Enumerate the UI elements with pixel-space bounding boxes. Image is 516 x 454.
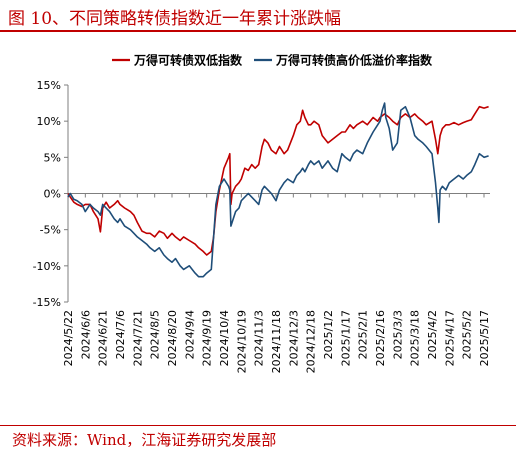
legend: 万得可转债双低指数 万得可转债高价低溢价率指数 <box>112 53 433 68</box>
x-tick-label: 2025/3/3 <box>391 310 404 359</box>
x-tick-label: 2025/2/16 <box>374 310 387 366</box>
source-divider <box>0 425 516 426</box>
x-tick-label: 2024/9/4 <box>183 310 196 359</box>
x-tick-label: 2024/12/3 <box>287 310 300 366</box>
x-tick-label: 2024/12/18 <box>305 310 318 373</box>
axes: -15% -10% -5% 0% 5% 10% 15% 2024/5/22 2024/6/6 20… <box>33 79 491 373</box>
x-tick-label: 2025/2/1 <box>357 310 370 359</box>
source-note: 资料来源：Wind，江海证券研究发展部 <box>12 431 277 449</box>
legend-label-1: 万得可转债双低指数 <box>133 53 243 68</box>
y-tick-label: 0% <box>44 188 61 201</box>
y-tick-label: 10% <box>37 115 61 128</box>
x-tick-label: 2025/5/2 <box>461 310 474 359</box>
y-tick-label: -15% <box>33 296 61 309</box>
y-tick-label: 15% <box>37 79 61 92</box>
x-tick-label: 2025/4/2 <box>426 310 439 359</box>
y-tick-label: -10% <box>33 260 61 273</box>
x-tick-label: 2025/1/17 <box>339 310 352 366</box>
series-layer <box>67 102 489 278</box>
x-tick-label: 2024/9/19 <box>201 310 214 366</box>
series-line-2 <box>67 102 489 278</box>
x-tick-label: 2024/10/19 <box>235 310 248 373</box>
y-tick-label: -5% <box>40 224 61 237</box>
x-tick-label: 2024/11/18 <box>270 310 283 373</box>
x-tick-label: 2025/5/17 <box>478 310 491 366</box>
x-tick-label: 2025/1/2 <box>322 310 335 359</box>
title-divider <box>0 30 516 32</box>
x-tick-label: 2025/3/18 <box>409 310 422 366</box>
x-tick-label: 2024/11/3 <box>253 310 266 366</box>
x-tick-label: 2024/10/4 <box>218 310 231 366</box>
chart-title: 图 10、不同策略转债指数近一年累计涨跌幅 <box>8 9 342 29</box>
x-tick-label: 2024/8/20 <box>166 310 179 366</box>
x-tick-label: 2024/6/6 <box>79 310 92 359</box>
series-line-1 <box>67 105 489 256</box>
y-tick-label: 5% <box>44 151 61 164</box>
legend-label-2: 万得可转债高价低溢价率指数 <box>275 53 433 68</box>
x-tick-label: 2025/4/17 <box>443 310 456 366</box>
x-tick-label: 2024/7/6 <box>114 310 127 359</box>
x-tick-label: 2024/5/22 <box>62 310 75 366</box>
x-tick-label: 2024/6/21 <box>97 310 110 366</box>
x-tick-label: 2024/8/5 <box>149 310 162 359</box>
x-tick-label: 2024/7/21 <box>131 310 144 366</box>
